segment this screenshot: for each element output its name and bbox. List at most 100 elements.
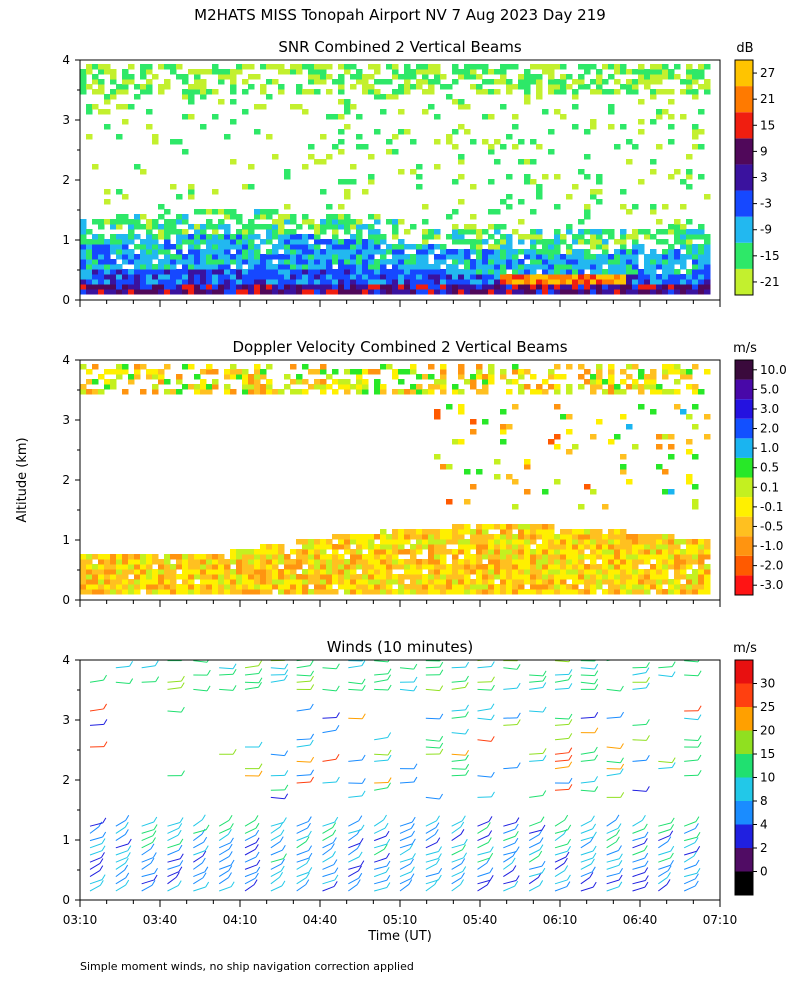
velocity-cell (470, 589, 477, 595)
velocity-cell (644, 379, 651, 385)
snr-cell (590, 64, 597, 70)
velocity-cell (512, 539, 519, 545)
snr-cell (596, 89, 603, 95)
snr-cell (434, 229, 441, 235)
snr-cell (374, 214, 381, 220)
wind-barb (451, 666, 466, 669)
snr-cell (584, 69, 591, 75)
snr-cell (464, 239, 471, 245)
wind-barb (270, 841, 281, 849)
wind-barb-flag (334, 867, 339, 873)
wind-barb (683, 821, 697, 827)
snr-cell (200, 274, 207, 280)
velocity-cell (464, 574, 471, 580)
snr-cell (656, 69, 663, 75)
velocity-cell (254, 579, 261, 585)
snr-cell (638, 74, 645, 80)
snr-cell (182, 229, 189, 235)
wind-barb-flag (284, 663, 289, 670)
snr-cell (674, 249, 681, 255)
velocity-cell (86, 559, 93, 565)
velocity-cell (470, 559, 477, 565)
snr-cell (362, 279, 369, 285)
velocity-cell (656, 534, 663, 540)
velocity-cell (614, 534, 621, 540)
velocity-cell (200, 554, 207, 560)
wind-barb (373, 827, 386, 834)
snr-cell (488, 284, 495, 290)
snr-cell (590, 264, 597, 270)
snr-cell (458, 69, 465, 75)
velocity-cell (494, 534, 501, 540)
velocity-cell (386, 544, 393, 550)
velocity-cell (560, 374, 567, 380)
snr-cell (470, 274, 477, 280)
velocity-cell (302, 589, 309, 595)
snr-cell (206, 234, 213, 240)
snr-cell (140, 84, 147, 90)
snr-cell (284, 234, 291, 240)
snr-cell (200, 269, 207, 275)
velocity-cell (242, 374, 249, 380)
velocity-cell (518, 539, 525, 545)
snr-cell (218, 244, 225, 250)
snr-cell (326, 224, 333, 230)
velocity-cell (650, 374, 657, 380)
wind-barb (167, 885, 179, 892)
snr-cell (290, 244, 297, 250)
velocity-cell (278, 554, 285, 560)
velocity-cell (554, 539, 561, 545)
wind-barb (554, 870, 565, 878)
velocity-cell (338, 564, 345, 570)
velocity-cell (242, 569, 249, 575)
snr-cell (470, 229, 477, 235)
wind-barb-flag (309, 739, 314, 746)
snr-cell (260, 269, 267, 275)
wind-barb (89, 850, 103, 856)
wind-barb (218, 870, 230, 878)
velocity-cell (308, 574, 315, 580)
snr-cell (614, 259, 621, 265)
snr-cell (338, 74, 345, 80)
snr-cell (584, 274, 591, 280)
snr-cell (458, 74, 465, 80)
velocity-cell (458, 374, 465, 380)
snr-cell (266, 214, 273, 220)
velocity-cell (158, 374, 165, 380)
velocity-cell (482, 554, 489, 560)
snr-cell (332, 254, 339, 260)
snr-cell (212, 269, 219, 275)
wind-barb-flag (646, 735, 650, 741)
wind-barb-flag (696, 845, 701, 852)
wind-barb-flag (695, 859, 700, 866)
snr-cell (218, 259, 225, 265)
snr-cell (458, 229, 465, 235)
snr-cell (308, 64, 315, 70)
velocity-cell (470, 529, 477, 535)
velocity-cell (446, 529, 453, 535)
snr-cell (584, 84, 591, 90)
wind-barb-flag (564, 865, 569, 871)
wind-barb-flag (620, 711, 624, 718)
velocity-cell (686, 449, 693, 455)
snr-cell (422, 64, 429, 70)
snr-cell (254, 209, 261, 215)
snr-cell (212, 209, 219, 215)
velocity-cell (434, 534, 441, 540)
wind-barb-flag (486, 822, 491, 828)
wind-barb (529, 794, 543, 798)
snr-cell (422, 89, 429, 95)
velocity-cell (692, 484, 699, 490)
velocity-cell (260, 374, 267, 380)
velocity-cell (392, 549, 399, 555)
snr-cell (128, 259, 135, 265)
snr-cell (554, 109, 561, 115)
wind-barb (141, 842, 153, 849)
colorbar-label: -1.0 (760, 539, 783, 553)
velocity-cell (524, 549, 531, 555)
snr-cell (554, 204, 561, 210)
snr-cell (500, 284, 507, 290)
velocity-cell (416, 569, 423, 575)
velocity-cell (380, 364, 387, 370)
wind-barb-flag (491, 791, 495, 798)
